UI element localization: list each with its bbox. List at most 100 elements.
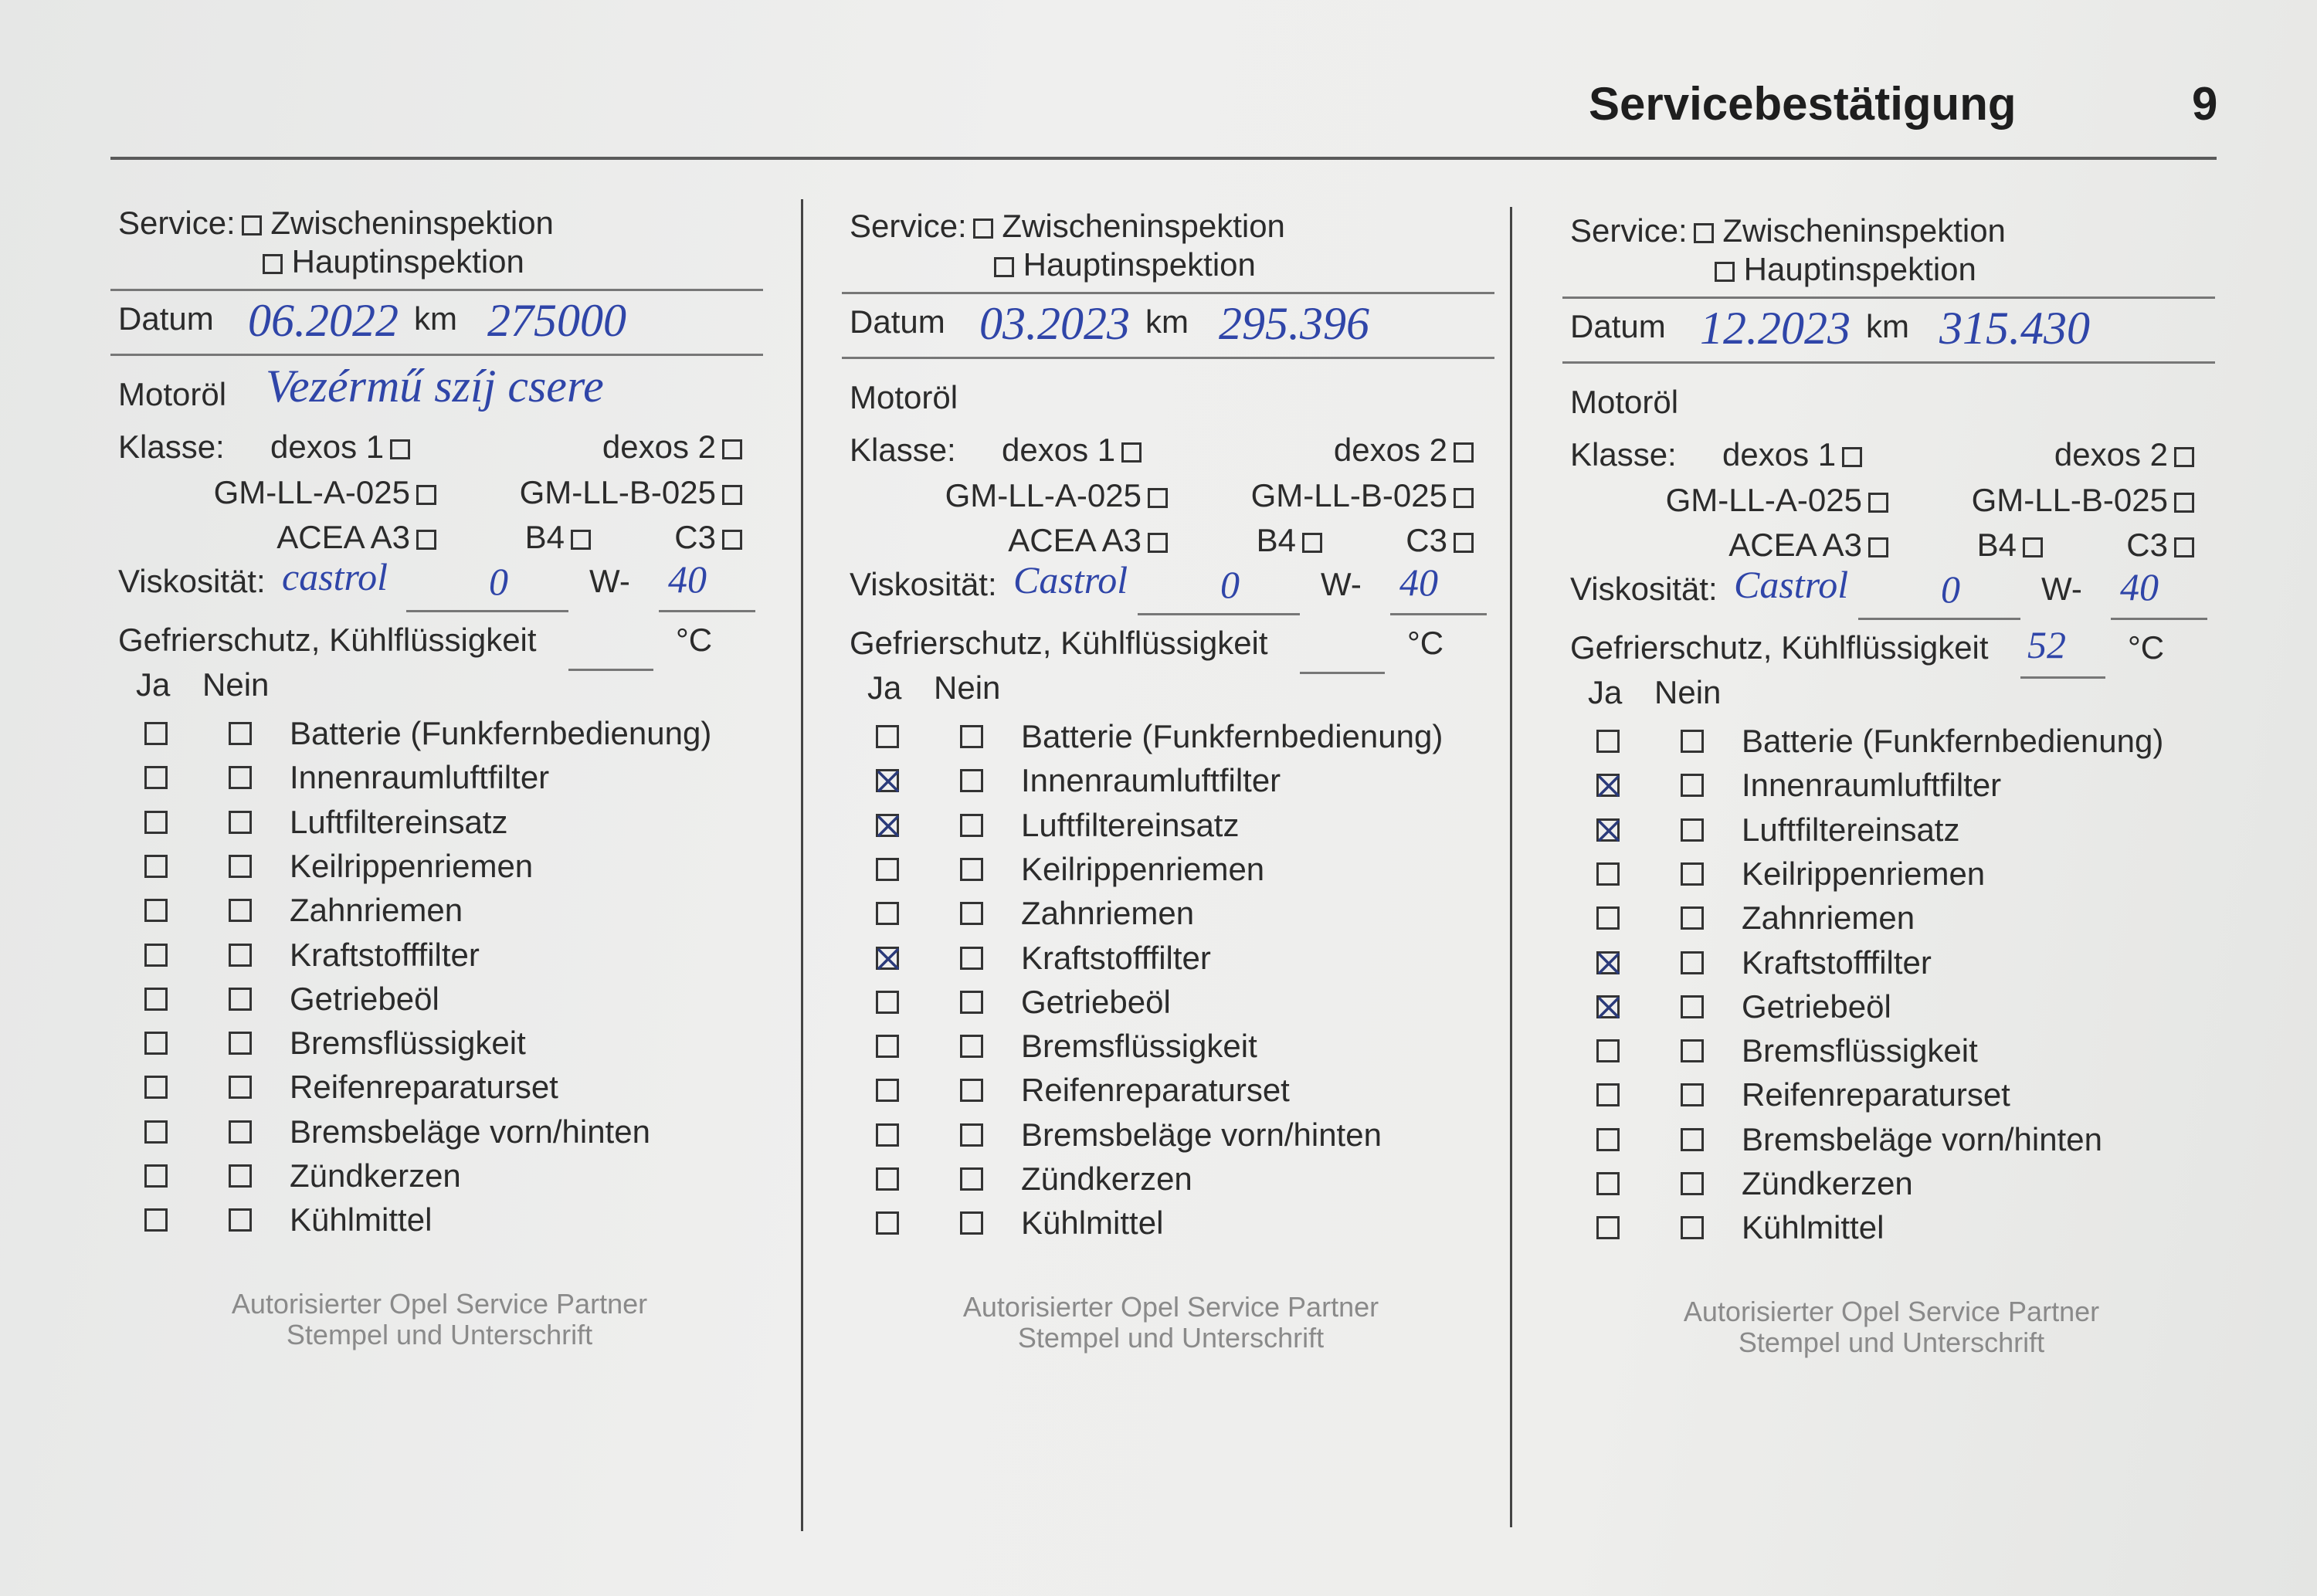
nein-checkbox[interactable] — [960, 1211, 983, 1235]
nein-checkbox[interactable] — [1681, 995, 1704, 1018]
b4-checkbox[interactable] — [571, 530, 591, 550]
nein-checkbox[interactable] — [960, 813, 983, 837]
nein-checkbox[interactable] — [960, 725, 983, 748]
ja-checkbox[interactable] — [1596, 1172, 1620, 1195]
ja-checkbox[interactable] — [876, 1123, 899, 1147]
gm-b-checkbox[interactable] — [1454, 488, 1474, 508]
c3-checkbox[interactable] — [1454, 533, 1474, 553]
nein-checkbox[interactable] — [960, 946, 983, 970]
ja-checkbox[interactable] — [1596, 1039, 1620, 1063]
gm-b-checkbox[interactable] — [2174, 493, 2194, 513]
gm-a-checkbox[interactable] — [1148, 488, 1168, 508]
zwischeninspektion-checkbox[interactable] — [241, 215, 262, 236]
ja-checkbox[interactable] — [1596, 862, 1620, 886]
nein-checkbox[interactable] — [229, 1032, 252, 1056]
gm-b-option: GM-LL-B-025 — [520, 476, 742, 509]
dexos1-checkbox[interactable] — [390, 439, 411, 459]
nein-checkbox[interactable] — [1681, 1216, 1704, 1240]
nein-checkbox[interactable] — [960, 1079, 983, 1103]
nein-checkbox[interactable] — [1681, 950, 1704, 974]
nein-checkbox[interactable] — [960, 990, 983, 1014]
ja-checkbox[interactable] — [144, 1032, 168, 1056]
ja-checkbox[interactable] — [144, 899, 168, 923]
nein-checkbox[interactable] — [960, 1123, 983, 1147]
ja-checkbox[interactable] — [144, 987, 168, 1011]
ja-checkbox[interactable] — [876, 990, 899, 1014]
ja-checkbox[interactable] — [1596, 730, 1620, 753]
nein-checkbox[interactable] — [1681, 774, 1704, 798]
nein-checkbox[interactable] — [229, 766, 252, 790]
nein-checkbox[interactable] — [1681, 730, 1704, 753]
ja-checkbox[interactable] — [144, 766, 168, 790]
ja-checkbox[interactable] — [1596, 950, 1620, 974]
dexos2-checkbox[interactable] — [722, 439, 742, 459]
acea-checkbox[interactable] — [416, 530, 436, 550]
b4-checkbox[interactable] — [2023, 537, 2043, 557]
hauptinspektion-checkbox[interactable] — [263, 254, 283, 274]
nein-checkbox[interactable] — [229, 943, 252, 967]
ja-checkbox[interactable] — [144, 1164, 168, 1188]
nein-checkbox[interactable] — [1681, 862, 1704, 886]
ja-checkbox[interactable] — [1596, 1083, 1620, 1107]
nein-checkbox[interactable] — [229, 722, 252, 745]
zwischeninspektion-checkbox[interactable] — [1693, 223, 1714, 243]
hauptinspektion-checkbox[interactable] — [994, 257, 1014, 277]
ja-checkbox[interactable] — [876, 769, 900, 793]
acea-checkbox[interactable] — [1148, 533, 1168, 553]
nein-checkbox[interactable] — [960, 1167, 983, 1191]
ja-checkbox[interactable] — [144, 1208, 168, 1232]
ja-checkbox[interactable] — [1596, 774, 1620, 798]
nein-checkbox[interactable] — [1681, 818, 1704, 842]
nein-checkbox[interactable] — [229, 987, 252, 1011]
ja-checkbox[interactable] — [876, 946, 900, 970]
nein-checkbox[interactable] — [960, 769, 983, 793]
ja-checkbox[interactable] — [144, 810, 168, 834]
hauptinspektion-checkbox[interactable] — [1715, 262, 1735, 282]
nein-checkbox[interactable] — [1681, 1172, 1704, 1195]
nein-checkbox[interactable] — [229, 810, 252, 834]
ja-checkbox[interactable] — [144, 1076, 168, 1100]
gm-a-checkbox[interactable] — [416, 485, 436, 505]
nein-checkbox[interactable] — [1681, 1083, 1704, 1107]
nein-checkbox[interactable] — [229, 854, 252, 878]
nein-checkbox[interactable] — [1681, 906, 1704, 930]
nein-checkbox[interactable] — [960, 857, 983, 881]
ja-checkbox[interactable] — [144, 722, 168, 745]
nein-checkbox[interactable] — [229, 1120, 252, 1144]
ja-checkbox[interactable] — [144, 1120, 168, 1144]
zwischeninspektion-checkbox[interactable] — [972, 219, 993, 239]
ja-checkbox[interactable] — [1596, 1127, 1620, 1151]
nein-checkbox[interactable] — [960, 1035, 983, 1059]
nein-checkbox[interactable] — [1681, 1039, 1704, 1063]
nein-checkbox[interactable] — [229, 1164, 252, 1188]
ja-checkbox[interactable] — [144, 854, 168, 878]
ja-checkbox[interactable] — [876, 1079, 899, 1103]
ja-checkbox[interactable] — [1596, 818, 1620, 842]
c3-checkbox[interactable] — [722, 530, 742, 550]
nein-checkbox[interactable] — [1681, 1127, 1704, 1151]
dexos2-checkbox[interactable] — [1454, 442, 1474, 463]
dexos2-checkbox[interactable] — [2174, 447, 2194, 467]
acea-checkbox[interactable] — [1868, 537, 1888, 557]
dexos1-checkbox[interactable] — [1121, 442, 1142, 463]
ja-checkbox[interactable] — [1596, 1216, 1620, 1240]
ja-checkbox[interactable] — [876, 902, 899, 926]
b4-checkbox[interactable] — [1302, 533, 1322, 553]
nein-checkbox[interactable] — [229, 899, 252, 923]
ja-checkbox[interactable] — [144, 943, 168, 967]
gm-a-checkbox[interactable] — [1868, 493, 1888, 513]
nein-checkbox[interactable] — [960, 902, 983, 926]
nein-checkbox[interactable] — [229, 1208, 252, 1232]
ja-checkbox[interactable] — [876, 1035, 899, 1059]
dexos1-checkbox[interactable] — [1842, 447, 1863, 467]
ja-checkbox[interactable] — [1596, 995, 1620, 1019]
gm-b-checkbox[interactable] — [722, 485, 742, 505]
ja-checkbox[interactable] — [876, 857, 899, 881]
ja-checkbox[interactable] — [876, 813, 900, 837]
c3-checkbox[interactable] — [2174, 537, 2194, 557]
ja-checkbox[interactable] — [876, 1167, 899, 1191]
ja-checkbox[interactable] — [876, 725, 899, 748]
nein-checkbox[interactable] — [229, 1076, 252, 1100]
ja-checkbox[interactable] — [876, 1211, 899, 1235]
ja-checkbox[interactable] — [1596, 906, 1620, 930]
